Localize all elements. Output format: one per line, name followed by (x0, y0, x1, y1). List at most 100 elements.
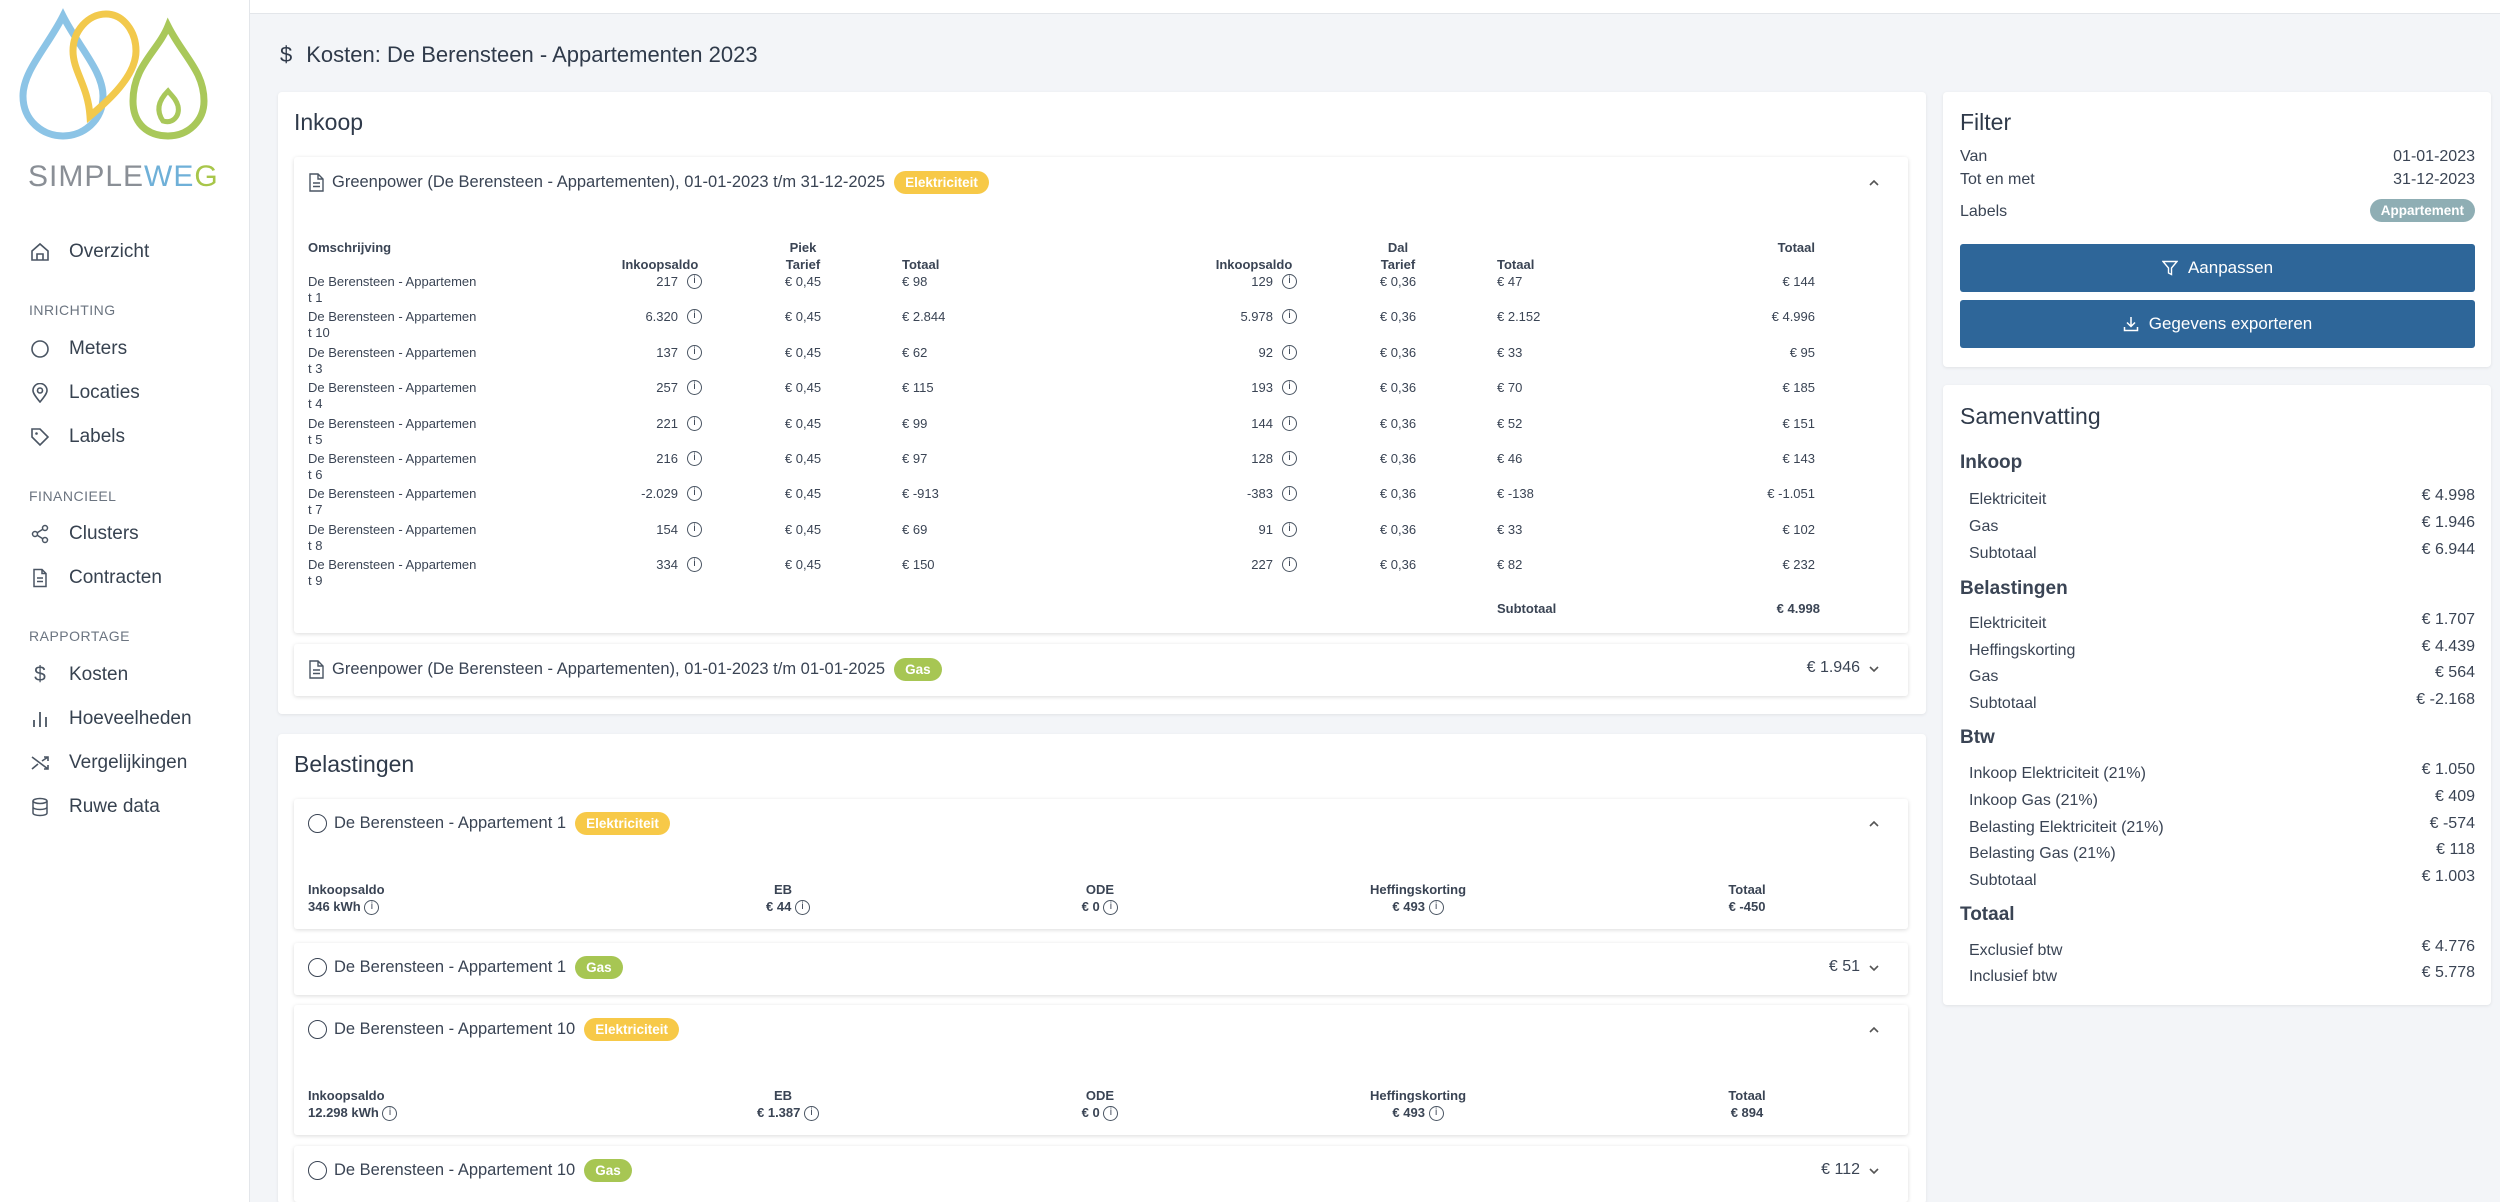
nav-label: Kosten (69, 664, 129, 685)
row-name: De Berensteen - Appartemen t 4 (308, 380, 477, 411)
info-icon[interactable]: i (687, 274, 702, 289)
chevron-up-icon[interactable] (1868, 818, 1880, 830)
nav-ruwe-data[interactable]: Ruwe data (29, 793, 160, 821)
row-piek-tarief: € 0,45 (784, 274, 822, 289)
row-dal-inkoopsaldo: 144 (1251, 416, 1273, 431)
summary-value: € 4.998 (2421, 487, 2475, 504)
summary-value: € 1.050 (2421, 761, 2475, 778)
info-icon[interactable]: i (1428, 1106, 1444, 1122)
belasting-name: De Berensteen - Appartement 1 (334, 813, 567, 832)
chevron-up-icon[interactable] (1868, 1024, 1880, 1036)
contract-title: Greenpower (De Berensteen - Appartemente… (332, 172, 886, 191)
info-icon[interactable]: i (1282, 451, 1297, 466)
info-icon[interactable]: i (687, 416, 702, 431)
contract-panel-gas (294, 644, 1908, 696)
nav-labels[interactable]: Labels (29, 423, 125, 451)
bar-chart-icon (29, 708, 51, 730)
chevron-down-icon[interactable] (1868, 962, 1880, 974)
summary-value: € 1.003 (2421, 868, 2475, 885)
label-heffingskorting: Heffingskorting (1369, 1088, 1467, 1103)
summary-value: € 4.776 (2421, 938, 2475, 955)
nav-clusters[interactable]: Clusters (29, 520, 139, 548)
nav-kosten[interactable]: $ Kosten (29, 661, 128, 689)
nav-label: Overzicht (69, 241, 150, 262)
row-dal-totaal: € 33 (1497, 345, 1523, 360)
col-totaal-piek: Totaal (902, 257, 940, 272)
nav-hoeveelheden[interactable]: Hoeveelheden (29, 705, 192, 733)
col-totaal-dal: Totaal (1497, 257, 1535, 272)
value-heffingskorting: € 493 i (1358, 1105, 1478, 1122)
document-icon (29, 567, 51, 589)
row-dal-totaal: € 52 (1497, 416, 1523, 431)
value-inkoopsaldo: 12.298 kWh i (308, 1105, 398, 1122)
summary-value: € 4.439 (2421, 638, 2475, 655)
info-icon[interactable]: i (687, 345, 702, 360)
info-icon[interactable]: i (1103, 900, 1119, 916)
value-totaal: € -450 (1728, 899, 1766, 914)
nav-overzicht[interactable]: Overzicht (29, 238, 149, 266)
chevron-down-icon[interactable] (1868, 663, 1880, 675)
chevron-down-icon[interactable] (1868, 1165, 1880, 1177)
nav-locaties[interactable]: Locaties (29, 379, 140, 407)
nav-vergelijkingen[interactable]: Vergelijkingen (29, 749, 187, 777)
exporteren-button[interactable]: Gegevens exporteren (1960, 300, 2475, 348)
info-icon[interactable]: i (687, 486, 702, 501)
summary-value: € 1.707 (2421, 611, 2475, 628)
belasting-header[interactable]: De Berensteen - Appartement 10 Gas (308, 1155, 632, 1185)
info-icon[interactable]: i (687, 309, 702, 324)
info-icon[interactable]: i (1282, 416, 1297, 431)
nav-meters[interactable]: Meters (29, 335, 127, 363)
shuffle-icon (29, 752, 51, 774)
info-icon[interactable]: i (1282, 345, 1297, 360)
row-piek-totaal: € 2.844 (902, 309, 946, 324)
row-piek-tarief: € 0,45 (784, 380, 822, 395)
aanpassen-button[interactable]: Aanpassen (1960, 244, 2475, 292)
value-eb: € 44 i (733, 899, 843, 916)
belasting-header[interactable]: De Berensteen - Appartement 1 Elektricit… (308, 808, 670, 838)
belasting-header[interactable]: De Berensteen - Appartement 1 Gas (308, 952, 623, 982)
brand-name: SIMPLEWEG (28, 160, 219, 193)
info-icon[interactable]: i (364, 900, 380, 916)
info-icon[interactable]: i (1282, 557, 1297, 572)
row-dal-tarief: € 0,36 (1379, 522, 1417, 537)
filter-title: Filter (1960, 109, 2012, 135)
col-totaal: Totaal (1777, 240, 1815, 255)
info-icon[interactable]: i (794, 900, 810, 916)
samenvatting-title: Samenvatting (1960, 403, 2101, 429)
row-totaal: € 232 (1782, 557, 1815, 572)
info-icon[interactable]: i (1282, 309, 1297, 324)
circle-icon (308, 957, 327, 977)
contract-header-gas[interactable]: Greenpower (De Berensteen - Appartemente… (308, 654, 942, 684)
row-totaal: € 185 (1782, 380, 1815, 395)
info-icon[interactable]: i (1282, 486, 1297, 501)
nav-contracten[interactable]: Contracten (29, 564, 162, 592)
row-piek-tarief: € 0,45 (784, 416, 822, 431)
label-ode: ODE (1085, 882, 1115, 897)
info-icon[interactable]: i (687, 451, 702, 466)
row-piek-totaal: € 69 (902, 522, 928, 537)
info-icon[interactable]: i (1428, 900, 1444, 916)
info-icon[interactable]: i (687, 522, 702, 537)
info-icon[interactable]: i (1282, 380, 1297, 395)
info-icon[interactable]: i (804, 1106, 819, 1122)
info-icon[interactable]: i (687, 557, 702, 572)
row-totaal: € 151 (1782, 416, 1815, 431)
info-icon[interactable]: i (1282, 522, 1297, 537)
label-inkoopsaldo: Inkoopsaldo (308, 1088, 385, 1103)
row-dal-totaal: € 82 (1497, 557, 1523, 572)
info-icon[interactable]: i (1103, 1106, 1119, 1122)
contract-header-elektriciteit[interactable]: Greenpower (De Berensteen - Appartemente… (308, 168, 989, 196)
summary-heading-belastingen: Belastingen (1960, 578, 2068, 599)
belasting-header[interactable]: De Berensteen - Appartement 10 Elektrici… (308, 1014, 680, 1044)
value-inkoopsaldo: 346 kWh i (308, 899, 380, 916)
info-icon[interactable]: i (1282, 274, 1297, 289)
chevron-up-icon[interactable] (1868, 177, 1880, 189)
row-dal-tarief: € 0,36 (1379, 380, 1417, 395)
filter-label-badge[interactable]: Appartement (2369, 199, 2475, 222)
row-dal-tarief: € 0,36 (1379, 451, 1417, 466)
value-ode: € 0 i (1050, 1105, 1150, 1122)
summary-label: Exclusief btw (1969, 942, 2063, 959)
nav-section-rapportage: RAPPORTAGE (29, 628, 130, 644)
info-icon[interactable]: i (687, 380, 702, 395)
info-icon[interactable]: i (382, 1106, 398, 1122)
